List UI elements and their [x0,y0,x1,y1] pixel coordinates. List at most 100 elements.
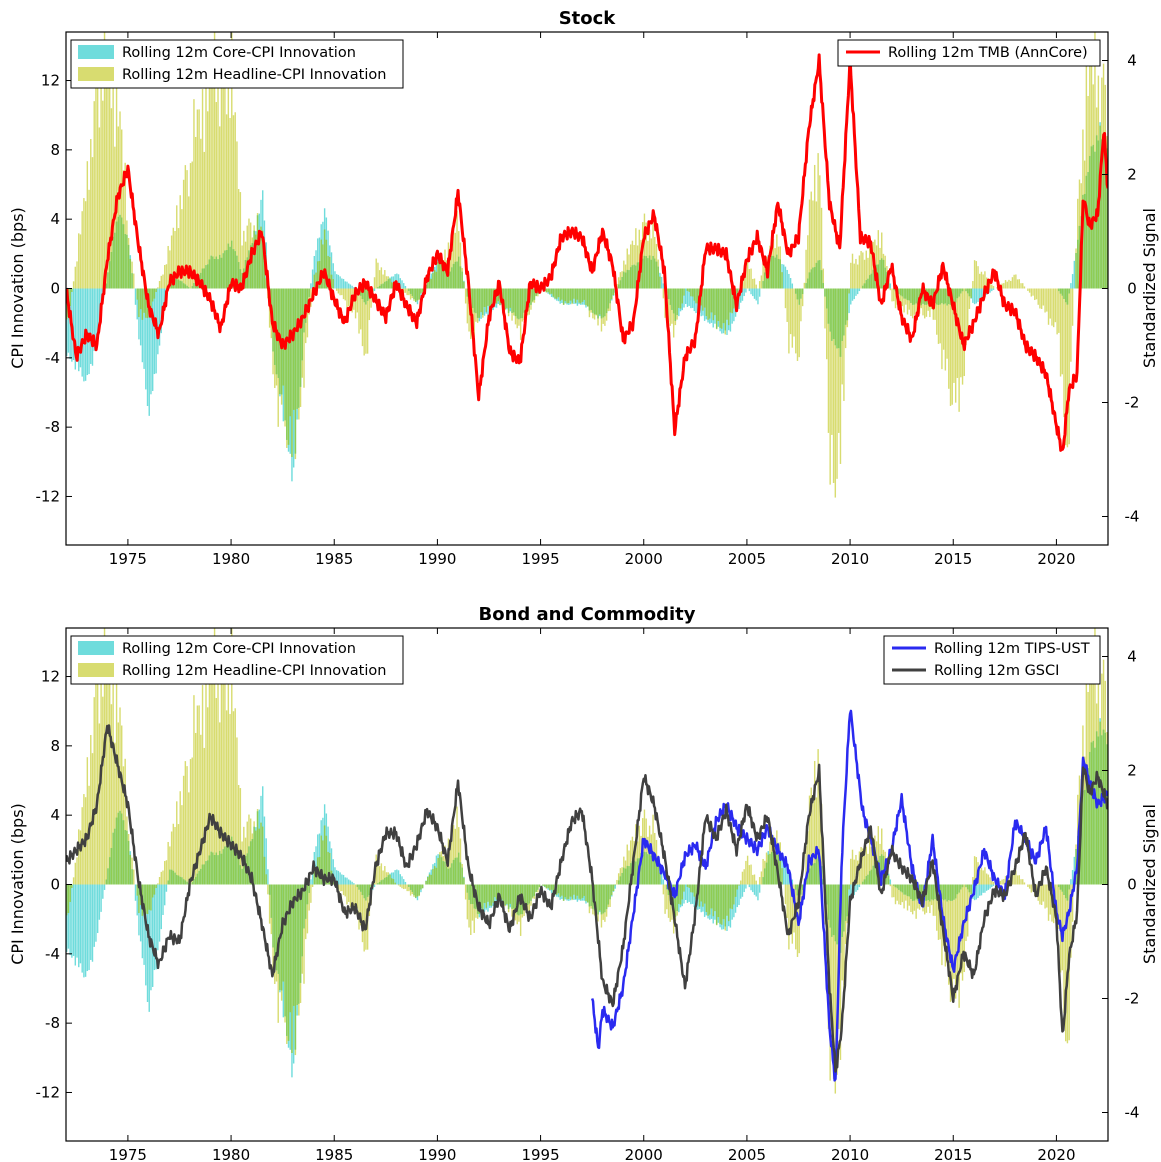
headline-bar [951,884,953,1001]
overlap-bar [292,288,295,410]
headline-bar [750,268,752,289]
overlap-bar [306,884,309,905]
overlap-bar [1087,768,1089,885]
headline-bar [220,666,223,885]
overlap-bar [674,288,677,321]
headline-bar [891,288,893,302]
overlap-bar [894,884,897,888]
headline-bar [801,884,804,903]
overlap-bar [619,876,622,885]
headline-bar [901,288,904,307]
core-bar [394,870,396,885]
headline-bar [1035,288,1038,300]
bond-y2label: Standardized Signal [1140,804,1159,964]
core-bar [349,284,352,289]
headline-bar [851,253,854,289]
core-bar [164,884,166,906]
headline-bar [459,838,462,885]
overlap-bar [679,288,682,309]
headline-bar [791,288,794,348]
headline-bar [208,64,211,289]
overlap-bar [277,884,279,974]
headline-bar [81,211,83,289]
overlap-bar [119,810,121,885]
headline-bar [346,288,348,309]
headline-bar [891,884,893,898]
y-tick-label: 0 [50,876,60,894]
overlap-bar [595,288,598,315]
headline-bar [662,884,665,895]
core-bar [848,288,850,314]
overlap-bar [843,288,845,336]
x-tick-label: 2000 [625,1146,663,1162]
overlap-bar [1106,744,1108,885]
headline-bar [124,162,126,289]
headline-bar [798,288,800,358]
overlap-bar [201,864,204,885]
overlap-bar [308,288,310,297]
core-bar [86,884,89,972]
bond-signal-lines [66,709,1108,1082]
headline-bar [784,884,787,905]
overlap-bar [291,288,293,457]
headline-bar [232,711,235,885]
headline-bar [948,884,950,985]
headline-bar [789,884,792,931]
stock-legend-left-box [70,39,404,89]
headline-bar [306,884,309,934]
overlap-bar [466,288,469,297]
overlap-bar [255,830,257,885]
overlap-bar [514,288,517,317]
overlap-bar [872,865,874,885]
overlap-bar [317,261,319,289]
overlap-bar [796,288,799,300]
overlap-bar [588,288,591,311]
headline-bar [164,265,166,289]
headline-bar [973,856,976,885]
overlap-bar [363,884,365,899]
overlap-bar [186,285,188,289]
headline-bar [753,874,756,885]
overlap-bar [836,288,838,349]
headline-bar [1006,281,1008,289]
x-tick-label: 1980 [212,1146,250,1162]
overlap-bar [110,847,113,885]
overlap-bar [568,884,570,900]
overlap-bar [442,265,444,289]
overlap-bar [929,884,931,902]
overlap-bar [210,255,212,289]
overlap-bar [416,288,419,301]
headline-bar [222,48,224,289]
overlap-bar [155,884,157,889]
overlap-bar [239,865,242,885]
headline-bar [894,884,897,905]
core-bar [786,865,788,885]
headline-bar [354,884,357,915]
overlap-bar [617,880,620,885]
headline-bar [366,288,369,354]
overlap-bar [635,861,637,885]
headline-bar [956,288,959,378]
overlap-bar [150,288,152,315]
core-bar [850,288,852,305]
headline-bar [243,230,245,289]
core-bar [311,865,314,885]
overlap-bar [428,278,431,289]
overlap-bar [454,857,457,885]
overlap-bar [961,288,964,292]
headline-bar [72,281,75,289]
overlap-bar [210,851,212,885]
overlap-bar [927,884,929,900]
overlap-bar [1085,175,1088,289]
headline-bar [1054,288,1057,323]
headline-bar [72,877,75,885]
headline-bar [906,288,909,315]
overlap-bar [66,288,68,320]
headline-bar [855,258,857,289]
overlap-bar [614,884,616,886]
headline-bar [86,757,89,885]
headline-bar [820,207,823,289]
core-bar [90,288,92,364]
headline-bar [184,165,187,289]
overlap-bar [463,877,465,885]
